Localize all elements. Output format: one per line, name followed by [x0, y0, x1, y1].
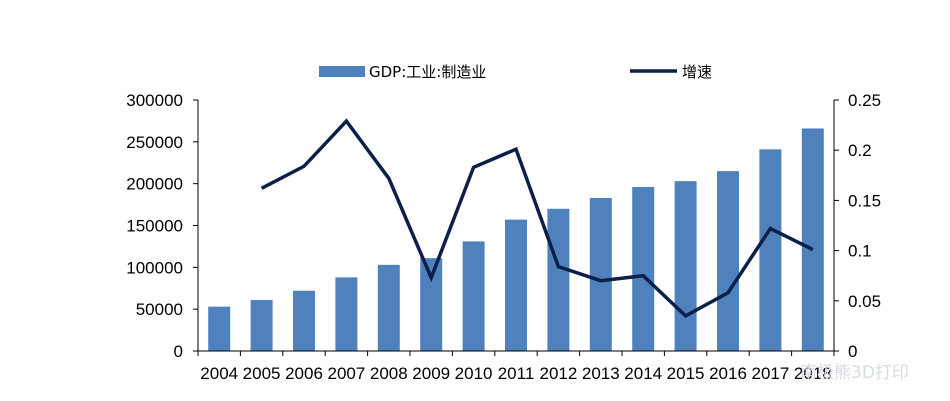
legend-line-label: 增速 — [682, 63, 712, 81]
bar — [801, 128, 824, 351]
left-tick-label: 250000 — [126, 133, 183, 152]
legend-bar-swatch — [319, 66, 365, 77]
bar — [674, 181, 697, 351]
x-tick-label: 2016 — [709, 364, 747, 383]
x-tick-label: 2015 — [667, 364, 705, 383]
bar — [335, 277, 358, 351]
bar-series — [208, 128, 824, 351]
bar — [208, 306, 231, 351]
right-tick-label: 0.2 — [848, 141, 872, 160]
legend: GDP:工业:制造业 增速 — [319, 63, 712, 81]
x-tick-label: 2012 — [539, 364, 577, 383]
x-tick-label: 2005 — [243, 364, 281, 383]
right-tick-label: 0.05 — [848, 292, 881, 311]
bar — [632, 187, 655, 351]
left-tick-label: 150000 — [126, 217, 183, 236]
left-tick-label: 200000 — [126, 175, 183, 194]
right-y-axis: 0 0.05 0.1 0.15 0.2 0.25 — [833, 91, 881, 361]
x-tick-label: 2013 — [582, 364, 620, 383]
bar — [293, 290, 315, 351]
line-series — [260, 118, 814, 319]
x-tick-label: 2018 — [794, 364, 832, 383]
bar — [717, 171, 739, 351]
x-tick-label: 2006 — [285, 364, 323, 383]
right-tick-label: 0 — [848, 342, 857, 361]
x-axis: 2004 2005 2006 2007 2008 2009 2010 2011 2012 2013… — [197, 350, 835, 383]
legend-bar-label: GDP:工业:制造业 — [369, 63, 486, 81]
bar — [505, 219, 527, 351]
left-y-axis: 0 50000 100000 150000 200000 250000 300000 — [126, 91, 199, 361]
x-tick-label: 2008 — [370, 364, 408, 383]
bar — [250, 299, 273, 351]
bar — [420, 258, 443, 351]
bar — [377, 264, 400, 351]
left-tick-label: 50000 — [136, 300, 183, 319]
growth-line — [260, 118, 814, 319]
watermark-logo: 南极熊3D打印 — [800, 363, 909, 383]
right-tick-label: 0.1 — [848, 242, 872, 261]
bar — [589, 197, 612, 351]
x-tick-label: 2010 — [455, 364, 493, 383]
x-tick-label: 2009 — [412, 364, 450, 383]
x-tick-label: 2017 — [751, 364, 789, 383]
bar — [547, 208, 570, 351]
right-tick-label: 0.25 — [848, 91, 881, 110]
x-tick-label: 2004 — [200, 364, 238, 383]
bar — [462, 241, 485, 351]
x-tick-label: 2007 — [327, 364, 365, 383]
right-tick-label: 0.15 — [848, 191, 881, 210]
x-tick-label: 2014 — [624, 364, 662, 383]
bar — [759, 149, 782, 351]
left-tick-label: 300000 — [126, 91, 183, 110]
left-tick-label: 0 — [174, 342, 183, 361]
left-tick-label: 100000 — [126, 258, 183, 277]
x-tick-label: 2011 — [498, 364, 535, 383]
